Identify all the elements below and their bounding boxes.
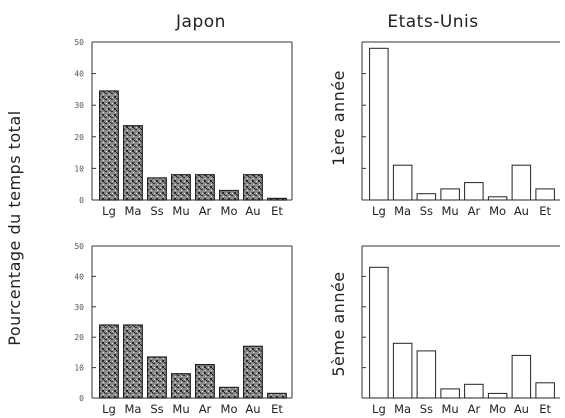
x-tick-label-ma: Ma (125, 204, 142, 218)
x-tick-label-lg: Lg (102, 204, 116, 218)
bar-ss (147, 177, 167, 201)
x-tick-label-mo: Mo (489, 402, 506, 416)
bar-mu (440, 388, 460, 399)
x-tick-label-ar: Ar (468, 402, 481, 416)
bar-lg (369, 266, 389, 399)
bar-ar (464, 182, 484, 201)
bar-au (243, 174, 263, 201)
x-tick-label-ma: Ma (394, 402, 411, 416)
x-tick-label-lg: Lg (102, 402, 116, 416)
bar-ma (122, 125, 143, 201)
y-tick-label: 40 (74, 272, 84, 281)
bar-ar (195, 174, 215, 201)
x-tick-label-et: Et (271, 204, 283, 218)
bar-lg (369, 47, 389, 201)
bar-mu (440, 188, 460, 201)
x-tick-label-et: Et (539, 204, 551, 218)
x-tick-label-ar: Ar (199, 402, 212, 416)
bar-mu (171, 174, 191, 201)
panel-usa-5: Lg Ma Ss Mu Ar Mo Au Et (361, 245, 560, 416)
bar-lg (98, 90, 119, 201)
y-tick-label: 50 (74, 242, 84, 251)
bar-et (267, 392, 287, 399)
bar-au (243, 345, 263, 399)
y-tick-label: 20 (74, 333, 84, 342)
panel-usa-1: Lg Ma Ss Mu Ar Mo Au Et (361, 41, 560, 218)
x-tick-label-mu: Mu (441, 402, 458, 416)
panel-japon-1: 0 10 20 30 40 50 Lg Ma Ss Mu Ar Mo Au Et (74, 38, 293, 218)
bar-mo (487, 392, 508, 399)
x-tick-label-au: Au (514, 204, 529, 218)
x-tick-label-au: Au (245, 204, 260, 218)
bar-ma (122, 324, 143, 399)
x-tick-label-mo: Mo (221, 402, 238, 416)
y-tick-label: 0 (79, 394, 84, 403)
y-tick-label: 40 (74, 70, 84, 79)
y-tick-label: 0 (79, 196, 84, 205)
x-tick-label-lg: Lg (372, 402, 386, 416)
x-tick-label-et: Et (539, 402, 551, 416)
x-tick-label-ma: Ma (394, 204, 411, 218)
bar-ma (392, 342, 413, 399)
bar-ss (147, 356, 167, 399)
x-tick-label-mu: Mu (172, 402, 189, 416)
x-tick-label-lg: Lg (372, 204, 386, 218)
bar-ar (195, 364, 215, 399)
x-tick-label-ma: Ma (125, 402, 142, 416)
bar-ar (464, 383, 484, 399)
y-tick-label: 20 (74, 133, 84, 142)
x-tick-label-mo: Mo (221, 204, 238, 218)
x-tick-label-ar: Ar (199, 204, 212, 218)
bar-lg (98, 324, 119, 399)
bar-au (511, 354, 532, 399)
x-tick-label-et: Et (271, 402, 283, 416)
x-tick-label-mu: Mu (441, 204, 458, 218)
row-label-5eme-annee: 5ème année (329, 271, 348, 376)
x-tick-label-mu: Mu (172, 204, 189, 218)
x-tick-label-au: Au (514, 402, 529, 416)
bar-ss (416, 193, 437, 201)
chart-panels: 0 10 20 30 40 50 Lg Ma Ss Mu Ar Mo Au Et Lg Ma Ss Mu Ar Mo A… (74, 38, 560, 416)
y-tick-label: 10 (74, 164, 84, 173)
bar-ma (392, 164, 413, 201)
column-title-japon: Japon (175, 12, 226, 32)
y-tick-label: 30 (74, 303, 84, 312)
bar-mo (219, 386, 239, 399)
bar-et (535, 188, 555, 201)
bar-ss (416, 350, 437, 399)
x-tick-label-au: Au (245, 402, 260, 416)
bar-mo (487, 196, 508, 201)
column-title-etats-unis: Etats-Unis (387, 12, 478, 32)
bar-mu (171, 373, 191, 399)
bar-mo (219, 189, 239, 201)
x-tick-label-ar: Ar (468, 204, 481, 218)
bar-au (511, 164, 532, 201)
x-tick-label-ss: Ss (420, 402, 433, 416)
y-axis-label: Pourcentage du temps total (5, 110, 24, 345)
x-tick-label-ss: Ss (420, 204, 433, 218)
x-tick-label-mo: Mo (489, 204, 506, 218)
x-tick-label-ss: Ss (150, 402, 163, 416)
y-tick-label: 50 (74, 38, 84, 47)
x-tick-label-ss: Ss (150, 204, 163, 218)
row-label-1ere-annee: 1ère année (329, 70, 348, 166)
y-tick-label: 10 (74, 364, 84, 373)
y-tick-label: 30 (74, 101, 84, 110)
bar-et (535, 382, 555, 399)
panel-japon-5: 0 10 20 30 40 50 Lg Ma Ss Mu Ar Mo Au Et (74, 242, 293, 416)
bar-et (267, 197, 287, 201)
